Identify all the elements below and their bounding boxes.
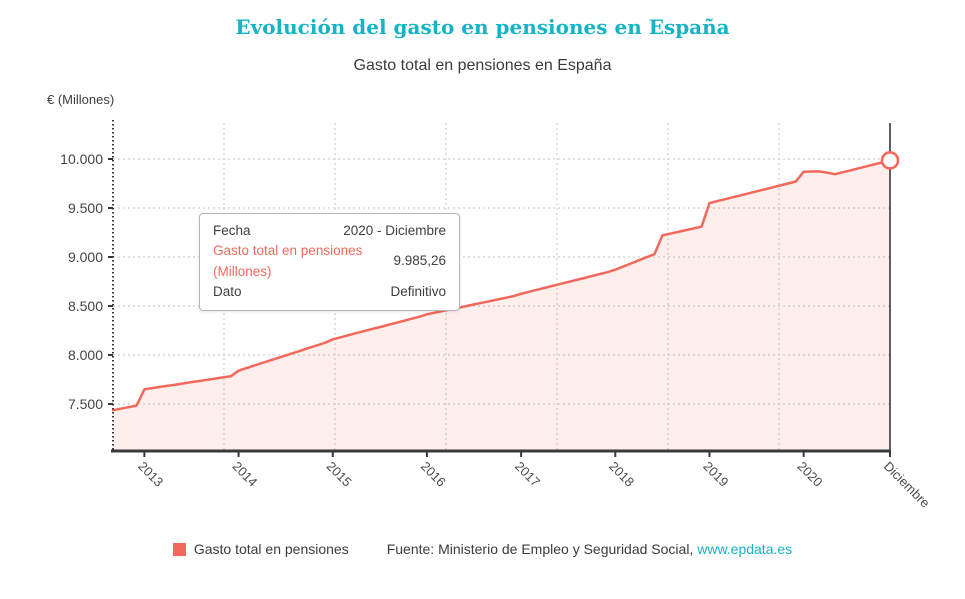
x-tick-label: Diciembre — [881, 459, 933, 511]
y-tick-label: 9.500 — [68, 200, 103, 216]
legend-label: Gasto total en pensiones — [193, 541, 349, 557]
end-point-marker — [880, 151, 900, 170]
x-axis-labels: 2013 2014 2015 2016 2017 2018 2019 2020 Diciembr… — [135, 459, 933, 511]
y-tick-label: 8.500 — [68, 298, 103, 314]
tooltip-label: Gasto total en pensiones (Millones) — [213, 243, 363, 279]
source-prefix: Fuente: Ministerio de Empleo y Seguridad… — [386, 541, 698, 557]
y-axis-title: € (Millones) — [47, 92, 115, 107]
tooltip-value: 9.985,26 — [393, 253, 446, 269]
y-tick-label: 8.000 — [68, 347, 103, 363]
axis-ticks — [108, 158, 891, 457]
source-link[interactable]: www.epdata.es — [697, 541, 793, 557]
chart-tooltip: Fecha 2020 - Diciembre Gasto total en pe… — [199, 213, 460, 311]
x-tick-label: 2017 — [512, 459, 543, 490]
series-line — [111, 159, 892, 412]
tooltip-label: Dato — [213, 283, 242, 299]
tooltip-row-gasto: Gasto total en pensiones (Millones) 9.98… — [213, 241, 446, 282]
tooltip-row-dato: Dato Definitivo — [213, 282, 446, 302]
x-tick-label: 2019 — [700, 459, 731, 490]
x-tick-label: 2013 — [135, 459, 166, 490]
x-tick-label: 2020 — [795, 459, 826, 490]
y-tick-label: 9.000 — [68, 249, 103, 265]
legend-swatch-icon — [172, 542, 186, 556]
tooltip-label: Fecha — [213, 223, 251, 238]
page-title: Evolución del gasto en pensiones en Espa… — [235, 15, 730, 39]
tooltip-value: 2020 - Diciembre — [343, 223, 446, 238]
tooltip-value: Definitivo — [390, 283, 446, 299]
chart-subtitle: Gasto total en pensiones en España — [353, 57, 612, 74]
y-axis-labels: 10.000 9.500 9.000 8.500 8.000 7.500 — [60, 151, 103, 412]
y-tick-label: 10.000 — [60, 151, 103, 167]
x-tick-label: 2014 — [229, 459, 260, 490]
area-fill — [113, 160, 890, 450]
x-tick-label: 2018 — [606, 459, 637, 490]
source-text: Fuente: Ministerio de Empleo y Seguridad… — [387, 541, 792, 557]
tooltip-row-fecha: Fecha 2020 - Diciembre — [213, 221, 446, 241]
x-tick-label: 2015 — [324, 459, 355, 490]
legend-item[interactable]: Gasto total en pensiones — [172, 541, 349, 557]
chart-footer: Gasto total en pensiones Fuente: Ministe… — [0, 541, 965, 557]
y-tick-label: 7.500 — [68, 396, 103, 412]
x-tick-label: 2016 — [418, 459, 449, 490]
